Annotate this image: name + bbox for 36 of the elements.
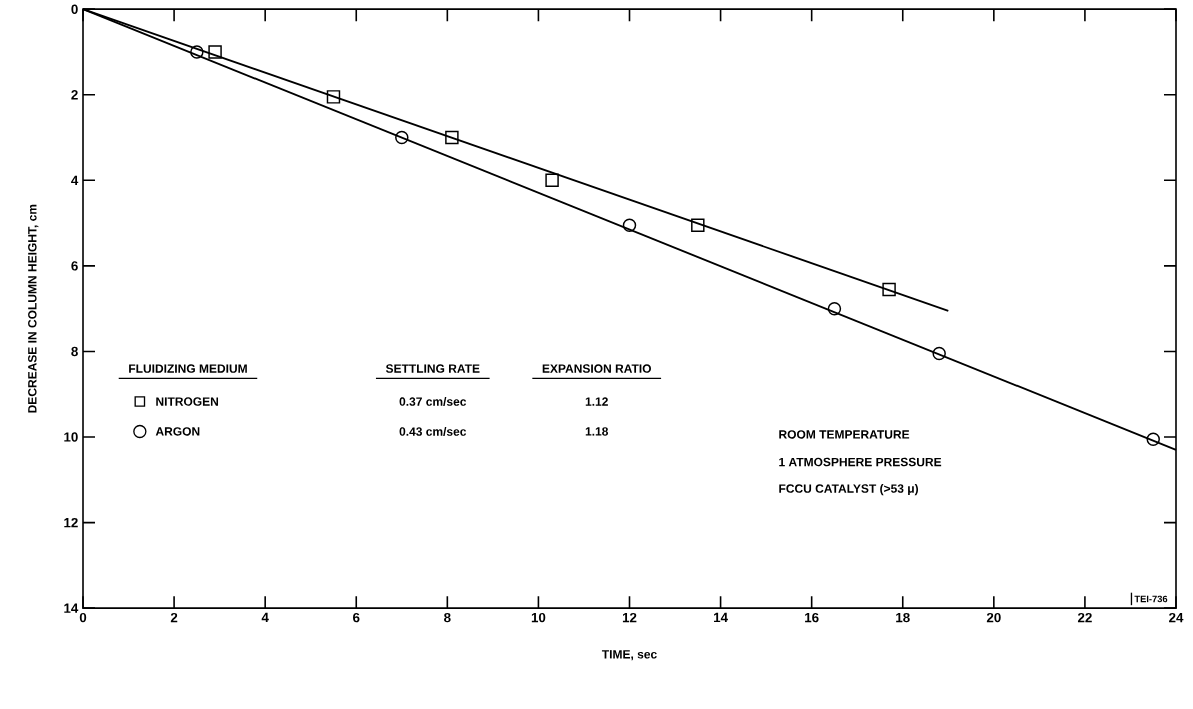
legend-label: NITROGEN — [156, 397, 219, 406]
x-tick-label: 18 — [896, 612, 910, 623]
x-tick-label: 16 — [805, 612, 819, 623]
annotation: FCCU CATALYST (>53 μ) — [779, 483, 919, 496]
x-tick-label: 8 — [444, 612, 451, 623]
y-tick-label: 6 — [71, 261, 78, 271]
annotation: 1 ATMOSPHERE PRESSURE — [779, 457, 942, 467]
annotation: 1.12 — [585, 397, 608, 406]
y-tick-label: 12 — [64, 517, 78, 528]
x-tick-label: 0 — [79, 612, 87, 623]
annotation: ROOM TEMPERATURE — [779, 430, 910, 439]
legend-label: ARGON — [155, 427, 200, 436]
y-tick-label: 14 — [64, 603, 79, 613]
y-tick-label: 10 — [64, 432, 78, 442]
annotation: SETTLING RATE — [385, 364, 480, 373]
annotation: EXPANSION RATIO — [542, 364, 651, 373]
x-tick-label: 20 — [986, 612, 1001, 623]
x-tick-label: 2 — [170, 612, 178, 623]
x-tick-label: 4 — [261, 612, 269, 622]
x-tick-label: 12 — [622, 612, 637, 623]
y-tick-label: 2 — [71, 90, 78, 100]
y-tick-label: 4 — [71, 175, 79, 185]
y-tick-label: 0 — [71, 4, 78, 14]
y-axis-title: DECREASE IN COLUMN HEIGHT, cm — [28, 204, 39, 413]
annotation: 0.37 cm/sec — [399, 396, 467, 406]
annotation: 0.43 cm/sec — [399, 426, 467, 436]
x-axis-title: TIME, sec — [601, 650, 657, 661]
y-tick-label: 8 — [71, 346, 78, 357]
legend-title: FLUIDIZING MEDIUM — [129, 364, 247, 373]
x-tick-label: 6 — [353, 612, 360, 623]
annotation: TEI-736 — [1134, 595, 1168, 603]
x-tick-label: 22 — [1077, 612, 1092, 623]
x-tick-label: 10 — [531, 612, 546, 623]
x-tick-label: 14 — [714, 612, 728, 622]
x-tick-label: 24 — [1169, 612, 1184, 623]
annotation: 1.18 — [585, 427, 609, 436]
